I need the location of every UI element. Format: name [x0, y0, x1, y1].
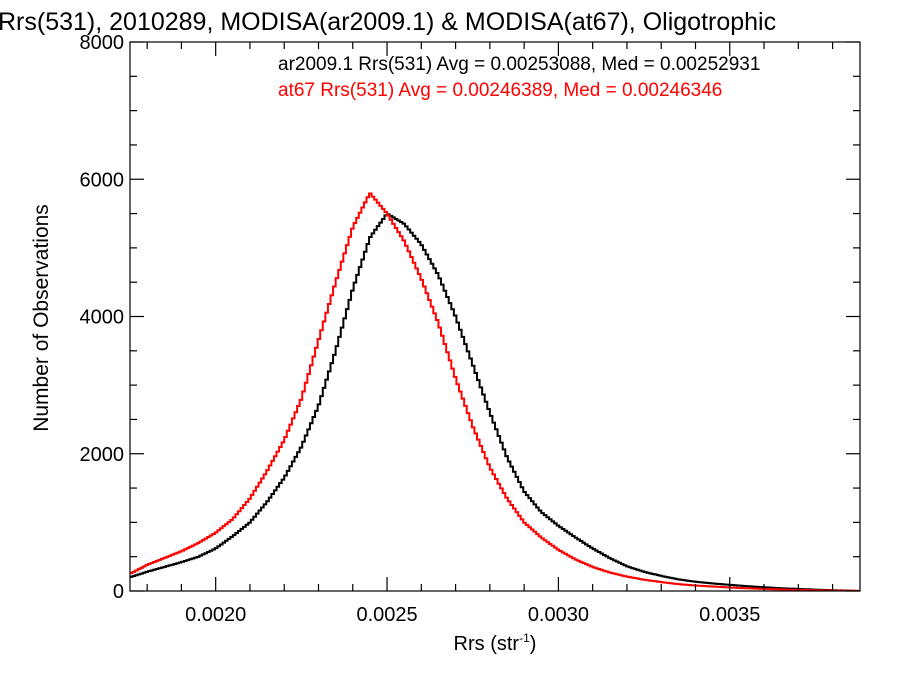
x-tick-label: 0.0035 [699, 604, 760, 626]
y-axis-label: Number of Observations [30, 204, 53, 432]
x-tick-label: 0.0030 [528, 604, 589, 626]
tick-labels-layer: 0.0020 0.0025 0.0030 0.0035 0 2000 4000 6000 800… [80, 32, 761, 626]
legend-entry-ar2009: ar2009.1 Rrs(531) Avg = 0.00253088, Med … [278, 54, 760, 75]
x-axis-label-main: Rrs (str [454, 633, 520, 655]
x-axis-label-superscript: -1 [519, 631, 530, 645]
legend-entry-at67: at67 Rrs(531) Avg = 0.00246389, Med = 0.… [278, 80, 722, 101]
series-line-ar2009-1 [130, 213, 860, 591]
x-axis-label: Rrs (str-1) [454, 631, 537, 655]
y-tick-label: 8000 [80, 32, 125, 54]
series-line-at67 [130, 192, 860, 591]
ticks-layer [130, 41, 860, 592]
y-tick-label: 2000 [80, 444, 125, 466]
y-tick-label: 6000 [80, 169, 125, 191]
y-tick-label: 4000 [80, 307, 125, 329]
y-tick-label: 0 [113, 581, 124, 603]
x-tick-label: 0.0025 [356, 604, 417, 626]
x-tick-label: 0.0020 [185, 604, 246, 626]
chart-title: Rrs(531), 2010289, MODISA(ar2009.1) & MO… [0, 8, 776, 36]
x-axis-label-close: ) [530, 633, 537, 655]
plot-frame [129, 41, 861, 592]
series-layer [130, 192, 860, 591]
